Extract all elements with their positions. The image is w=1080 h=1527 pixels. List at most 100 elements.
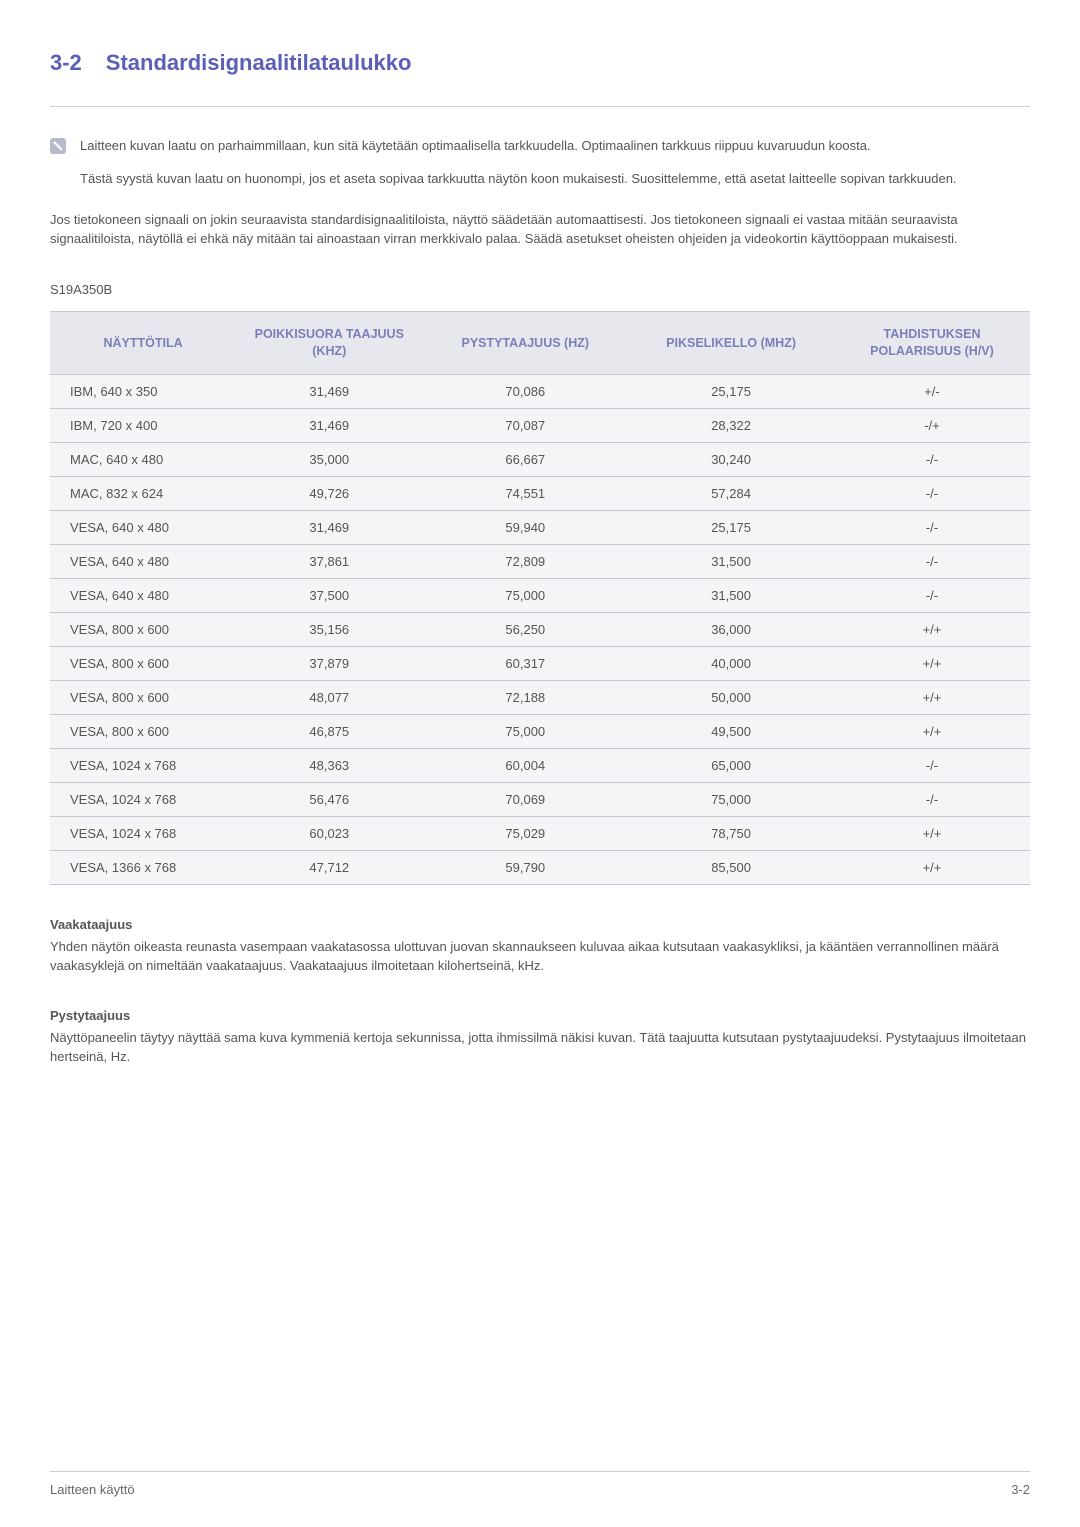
table-cell: 50,000 [628,681,834,715]
model-label: S19A350B [50,282,1030,297]
table-cell: 48,363 [236,749,422,783]
table-cell: 40,000 [628,647,834,681]
table-cell: 65,000 [628,749,834,783]
table-cell: VESA, 1366 x 768 [50,851,236,885]
table-cell: 75,000 [422,715,628,749]
table-cell: +/+ [834,715,1030,749]
table-cell: +/+ [834,681,1030,715]
table-cell: 37,500 [236,579,422,613]
section-title: Standardisignaalitilataulukko [106,50,412,76]
note-paragraph-1: Laitteen kuvan laatu on parhaimmillaan, … [80,137,957,156]
table-cell: 66,667 [422,443,628,477]
table-cell: 70,087 [422,409,628,443]
signal-mode-table: NÄYTTÖTILA POIKKISUORA TAAJUUS (KHZ) PYS… [50,311,1030,885]
table-row: IBM, 640 x 35031,46970,08625,175+/- [50,375,1030,409]
table-row: VESA, 800 x 60037,87960,31740,000+/+ [50,647,1030,681]
table-cell: 72,188 [422,681,628,715]
table-cell: 25,175 [628,511,834,545]
intro-paragraph: Jos tietokoneen signaali on jokin seuraa… [50,211,1030,249]
table-cell: MAC, 832 x 624 [50,477,236,511]
table-body: IBM, 640 x 35031,46970,08625,175+/-IBM, … [50,375,1030,885]
col-header-hfreq: POIKKISUORA TAAJUUS (KHZ) [236,312,422,375]
table-row: VESA, 800 x 60035,15656,25036,000+/+ [50,613,1030,647]
heading-divider [50,106,1030,107]
table-cell: VESA, 800 x 600 [50,681,236,715]
definition-v-title: Pystytaajuus [50,1008,1030,1023]
table-cell: VESA, 640 x 480 [50,579,236,613]
table-cell: 75,029 [422,817,628,851]
table-cell: 70,069 [422,783,628,817]
table-cell: VESA, 800 x 600 [50,647,236,681]
table-row: VESA, 1024 x 76860,02375,02978,750+/+ [50,817,1030,851]
table-cell: +/+ [834,613,1030,647]
table-cell: 60,317 [422,647,628,681]
table-cell: 37,861 [236,545,422,579]
definition-v-body: Näyttöpaneelin täytyy näyttää sama kuva … [50,1029,1030,1067]
table-cell: VESA, 800 x 600 [50,613,236,647]
table-cell: VESA, 640 x 480 [50,511,236,545]
table-cell: 25,175 [628,375,834,409]
col-header-mode: NÄYTTÖTILA [50,312,236,375]
table-cell: 31,500 [628,579,834,613]
table-cell: 46,875 [236,715,422,749]
info-icon [50,138,66,154]
col-header-vfreq: PYSTYTAAJUUS (HZ) [422,312,628,375]
table-cell: +/+ [834,817,1030,851]
col-header-syncpol: TAHDISTUKSEN POLAARISUUS (H/V) [834,312,1030,375]
table-cell: 47,712 [236,851,422,885]
note-block: Laitteen kuvan laatu on parhaimmillaan, … [50,137,1030,189]
table-cell: 49,726 [236,477,422,511]
table-cell: 85,500 [628,851,834,885]
table-cell: MAC, 640 x 480 [50,443,236,477]
note-paragraph-2: Tästä syystä kuvan laatu on huonompi, jo… [80,170,957,189]
table-cell: 78,750 [628,817,834,851]
table-cell: 28,322 [628,409,834,443]
table-cell: 35,000 [236,443,422,477]
definition-h-body: Yhden näytön oikeasta reunasta vasempaan… [50,938,1030,976]
table-cell: 56,476 [236,783,422,817]
table-cell: VESA, 1024 x 768 [50,749,236,783]
table-cell: 30,240 [628,443,834,477]
table-row: VESA, 640 x 48037,50075,00031,500-/- [50,579,1030,613]
table-cell: 59,940 [422,511,628,545]
table-cell: 31,469 [236,511,422,545]
footer-right: 3-2 [1011,1482,1030,1497]
table-cell: 75,000 [628,783,834,817]
table-cell: VESA, 1024 x 768 [50,817,236,851]
table-row: MAC, 832 x 62449,72674,55157,284-/- [50,477,1030,511]
table-cell: 36,000 [628,613,834,647]
table-cell: -/- [834,749,1030,783]
table-cell: -/- [834,579,1030,613]
table-cell: 35,156 [236,613,422,647]
table-cell: 70,086 [422,375,628,409]
table-cell: 60,004 [422,749,628,783]
table-row: VESA, 640 x 48031,46959,94025,175-/- [50,511,1030,545]
table-cell: 72,809 [422,545,628,579]
table-header: NÄYTTÖTILA POIKKISUORA TAAJUUS (KHZ) PYS… [50,312,1030,375]
table-cell: 31,469 [236,375,422,409]
table-cell: -/- [834,545,1030,579]
footer-left: Laitteen käyttö [50,1482,135,1497]
table-row: MAC, 640 x 48035,00066,66730,240-/- [50,443,1030,477]
page-footer: Laitteen käyttö 3-2 [50,1471,1030,1497]
table-cell: 49,500 [628,715,834,749]
table-row: IBM, 720 x 40031,46970,08728,322-/+ [50,409,1030,443]
table-cell: 31,469 [236,409,422,443]
table-row: VESA, 1024 x 76856,47670,06975,000-/- [50,783,1030,817]
table-cell: VESA, 800 x 600 [50,715,236,749]
table-cell: VESA, 640 x 480 [50,545,236,579]
table-cell: -/- [834,443,1030,477]
table-row: VESA, 1024 x 76848,36360,00465,000-/- [50,749,1030,783]
table-cell: -/- [834,511,1030,545]
table-row: VESA, 800 x 60048,07772,18850,000+/+ [50,681,1030,715]
table-cell: 60,023 [236,817,422,851]
table-cell: 48,077 [236,681,422,715]
table-row: VESA, 640 x 48037,86172,80931,500-/- [50,545,1030,579]
table-cell: 57,284 [628,477,834,511]
col-header-pixelclock: PIKSELIKELLO (MHZ) [628,312,834,375]
table-cell: +/+ [834,851,1030,885]
table-cell: +/- [834,375,1030,409]
table-cell: -/- [834,783,1030,817]
section-number: 3-2 [50,50,82,76]
table-cell: 31,500 [628,545,834,579]
